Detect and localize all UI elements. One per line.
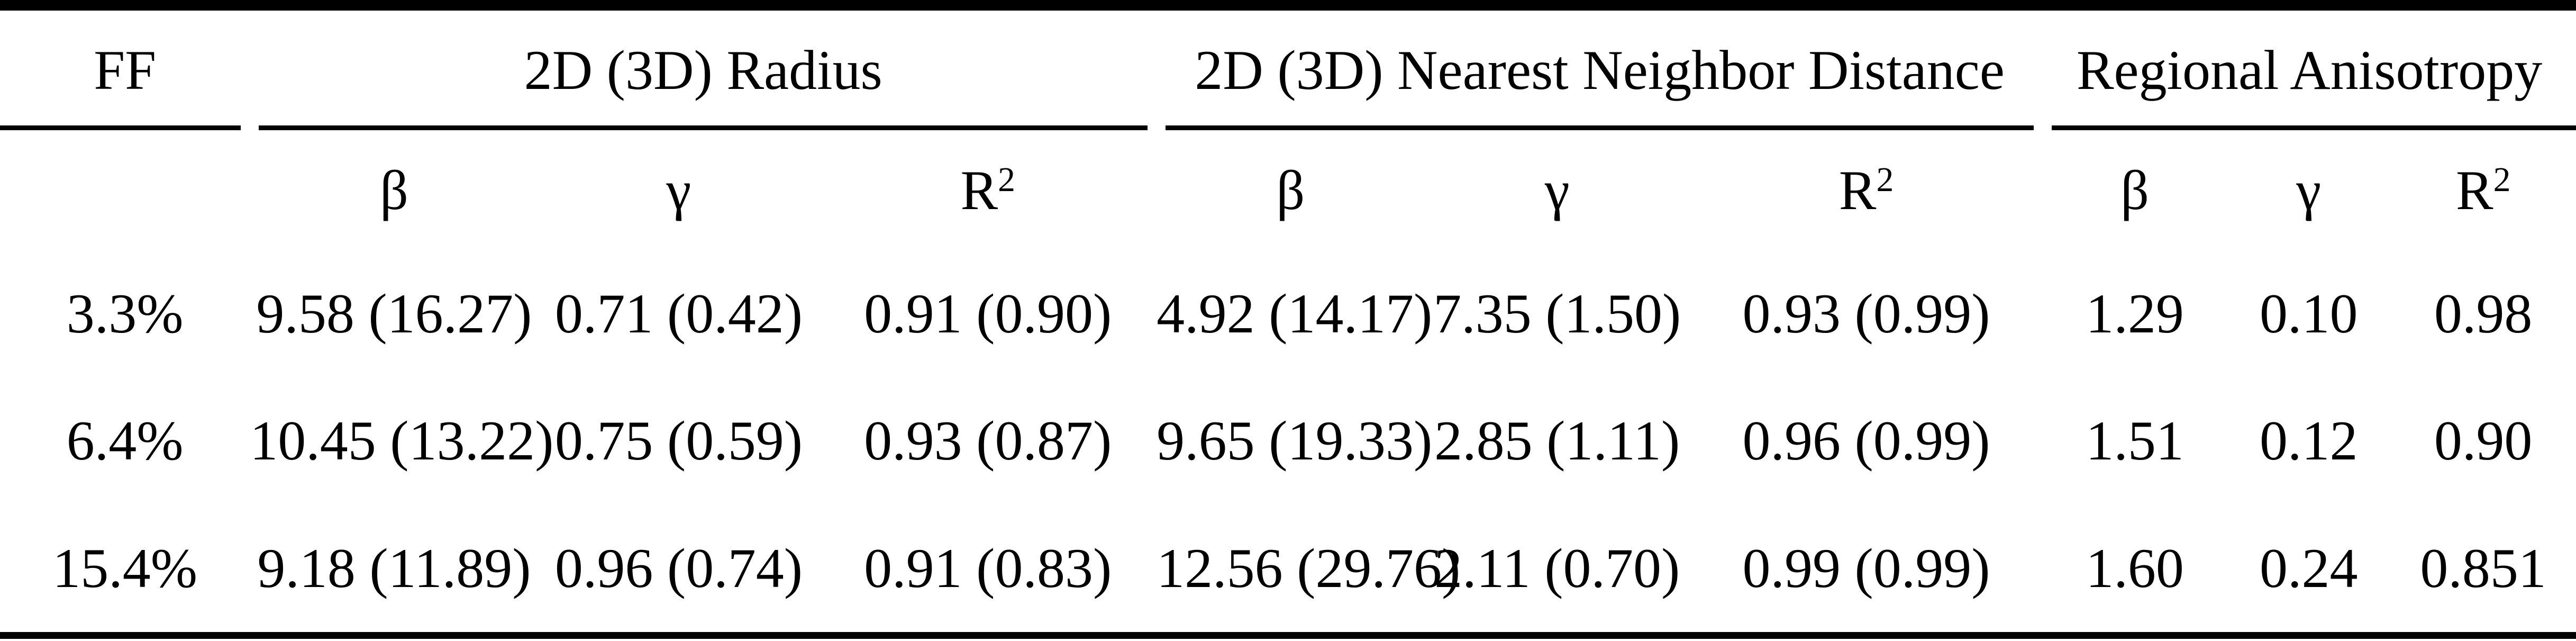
subheader-nnd-beta: β [1157,130,1424,250]
subheader-radius-beta: β [250,130,538,250]
table-cell: 0.24 [2260,537,2358,599]
table-cell: 0.93 (0.99) [1742,282,1990,345]
table-cell: 2.11 (0.70) [1434,537,1680,599]
row-header-ff-value: 15.4% [52,537,198,599]
greek-gamma-label: γ [666,159,691,221]
table-cell: 0.99 (0.99) [1742,537,1990,599]
greek-beta-label: β [1276,159,1305,221]
r-squared-label: R [2455,159,2493,221]
subheader-ra-beta: β [2043,130,2227,250]
table-row-ff-15-4: 15.4% 9.18 (11.89) 0.96 (0.74) 0.91 (0.8… [0,505,2576,632]
greek-gamma-label: γ [2296,159,2322,221]
column-group-regional-anisotropy: Regional Anisotropy [2043,11,2576,131]
greek-beta-label: β [379,159,408,221]
table-cell: 10.45 (13.22) [250,410,554,472]
table-row-ff-6-4: 6.4% 10.45 (13.22) 0.75 (0.59) 0.93 (0.8… [0,377,2576,504]
subheader-spacer [0,130,250,250]
subheader-ra-gamma: γ [2227,130,2390,250]
table-cell: 0.851 [2420,537,2546,599]
table-cell: 2.85 (1.11) [1434,410,1680,472]
r-squared-label: R [1838,159,1877,221]
table-cell: 0.91 (0.90) [864,282,1112,345]
table-cell: 0.98 [2434,282,2533,345]
table-cell: 0.12 [2260,410,2358,472]
column-group-ff: FF [0,11,250,131]
group-header-row: FF 2D (3D) Radius 2D (3D) Nearest Neighb… [0,11,2576,131]
column-group-radius: 2D (3D) Radius [250,11,1157,131]
table-bottom-rule [0,632,2576,639]
greek-beta-label: β [2120,159,2150,221]
table-cell: 0.90 [2434,410,2533,472]
table-cell: 1.51 [2086,410,2184,472]
table-cell: 7.35 (1.50) [1433,282,1681,345]
table-cell: 0.75 (0.59) [554,410,803,472]
row-header-ff-value: 3.3% [66,282,184,345]
subheader-ra-r-squared: R2 [2455,159,2511,221]
table-cell: 0.91 (0.83) [864,537,1112,599]
table-top-rule [0,0,2576,11]
greek-gamma-label: γ [1544,159,1570,221]
table-cell: 12.56 (29.76) [1157,537,1461,599]
row-header-ff-value: 6.4% [66,410,184,472]
table-cell: 0.10 [2260,282,2358,345]
subheader-radius-r-squared: R2 [960,159,1015,221]
table-row-ff-3-3: 3.3% 9.58 (16.27) 0.71 (0.42) 0.91 (0.90… [0,250,2576,377]
subheader-nnd-gamma: γ [1425,130,1690,250]
results-table: FF 2D (3D) Radius 2D (3D) Nearest Neighb… [0,11,2576,632]
table-cell: 1.60 [2086,537,2184,599]
r-squared-label: R [960,159,998,221]
subheader-row: β γ R2 β γ R2 β γ R2 [0,130,2576,250]
table-cell: 0.71 (0.42) [554,282,803,345]
table-cell: 9.65 (19.33) [1157,410,1433,472]
table-cell: 0.96 (0.74) [554,537,803,599]
column-group-nearest-neighbor-distance: 2D (3D) Nearest Neighbor Distance [1157,11,2043,131]
table-cell: 0.93 (0.87) [864,410,1112,472]
subheader-nnd-r-squared: R2 [1838,159,1894,221]
table-cell: 4.92 (14.17) [1157,282,1433,345]
subheader-radius-gamma: γ [539,130,820,250]
table-cell: 1.29 [2086,282,2184,345]
table-cell: 9.18 (11.89) [257,537,531,599]
table-cell: 0.96 (0.99) [1742,410,1990,472]
table-cell: 9.58 (16.27) [256,282,532,345]
